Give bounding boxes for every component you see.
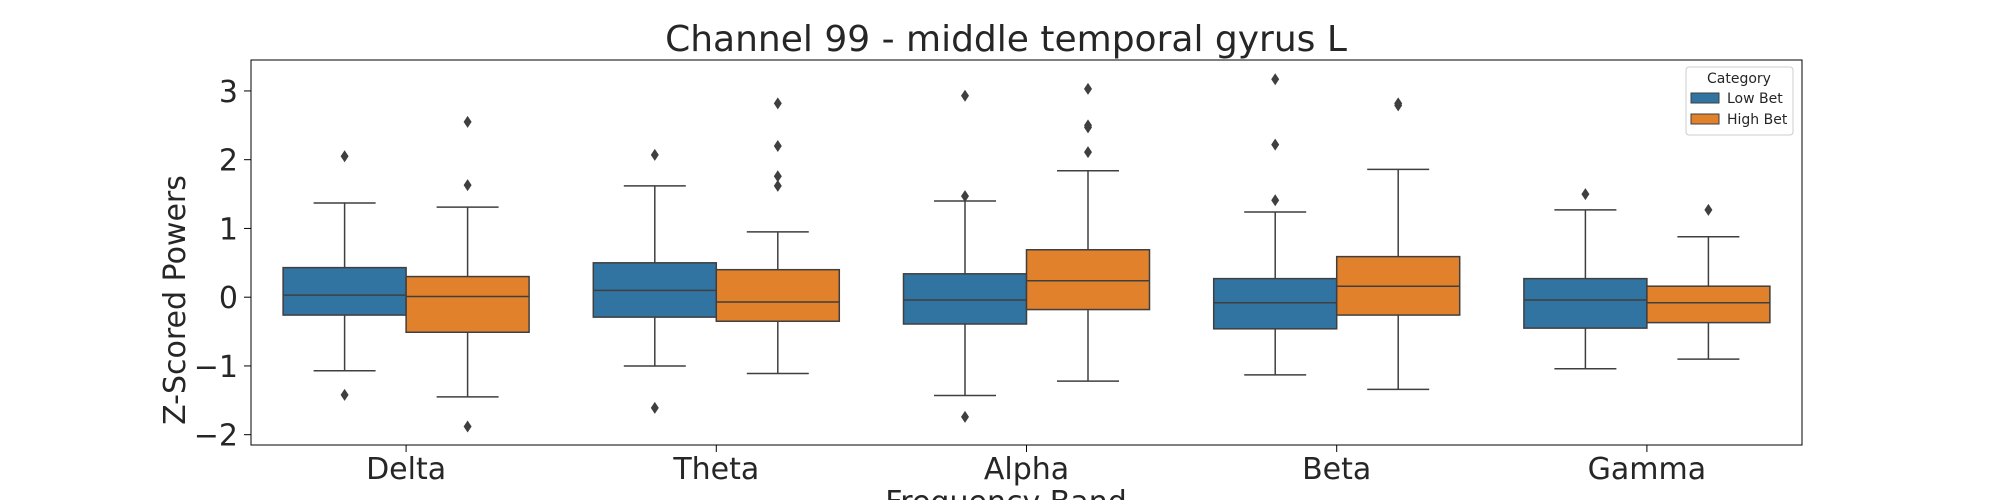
outlier-point [1084,82,1092,95]
outlier-point [1581,188,1590,201]
box-low-bet [282,266,407,316]
legend: Category Low Bet High Bet [1685,66,1794,136]
outlier-point [961,410,969,423]
box-high-bet [405,275,530,333]
x-tick-label: Beta [1302,452,1371,487]
outlier-point [463,115,472,128]
outlier-point [1084,121,1092,134]
outlier-point [340,150,349,163]
box-group-low-bet [592,148,718,414]
outlier-point [463,420,472,433]
x-tick-label: Alpha [984,452,1069,487]
outlier-point [340,388,349,401]
box-group-high-bet [1025,82,1151,382]
box-low-bet [1212,277,1338,330]
y-axis-label: Z-Scored Powers [158,175,193,425]
x-tick-label: Theta [672,452,759,487]
outlier-point [1394,99,1403,112]
outlier-point [650,401,659,414]
plot-content [282,73,1771,433]
outlier-point [1271,73,1280,86]
box-group-high-bet [1335,97,1461,391]
box-group-low-bet [902,89,1028,423]
outlier-point [650,148,659,161]
chart-title: Channel 99 - middle temporal gyrus L [665,19,1347,60]
outlier-point [1704,203,1713,216]
legend-swatch-low-bet [1690,92,1720,104]
legend-label-high-bet: High Bet [1727,112,1788,128]
outlier-point [1271,138,1280,151]
box-group-low-bet [1212,73,1338,376]
legend-label-low-bet: Low Bet [1727,91,1783,107]
box-group-low-bet [1523,188,1648,370]
box-group-high-bet [1646,203,1771,360]
y-tick-label: 1 [219,212,238,247]
x-tick-label: Gamma [1588,452,1706,487]
outlier-point [1271,194,1280,207]
legend-swatch-high-bet [1690,113,1720,125]
outlier-point [1084,146,1092,159]
y-tick-label: −1 [194,350,238,385]
box-low-bet [1523,277,1648,329]
y-tick-label: −2 [194,419,238,454]
x-tick-label: Delta [366,452,446,487]
box-group-low-bet [282,150,407,401]
x-axis: Delta Theta Alpha Beta Gamma [366,445,1706,487]
outlier-point [773,170,782,183]
outlier-point [773,179,782,192]
outlier-point [773,97,782,110]
x-axis-label: Frequency Band [885,485,1127,500]
box-group-high-bet [715,97,841,375]
box-high-bet [1646,285,1771,324]
outlier-point [961,89,969,102]
legend-title: Category [1707,71,1771,87]
y-tick-label: 0 [219,281,238,316]
y-axis: 3 2 1 0 −1 −2 [194,75,251,454]
y-tick-label: 3 [219,75,238,110]
outlier-point [463,179,472,192]
box-group-high-bet [405,115,530,433]
box-high-bet [715,268,841,322]
box-low-bet [902,273,1028,325]
y-tick-label: 2 [219,144,238,179]
outlier-point [961,190,969,203]
box-high-bet [1025,249,1151,311]
outlier-point [773,139,782,152]
